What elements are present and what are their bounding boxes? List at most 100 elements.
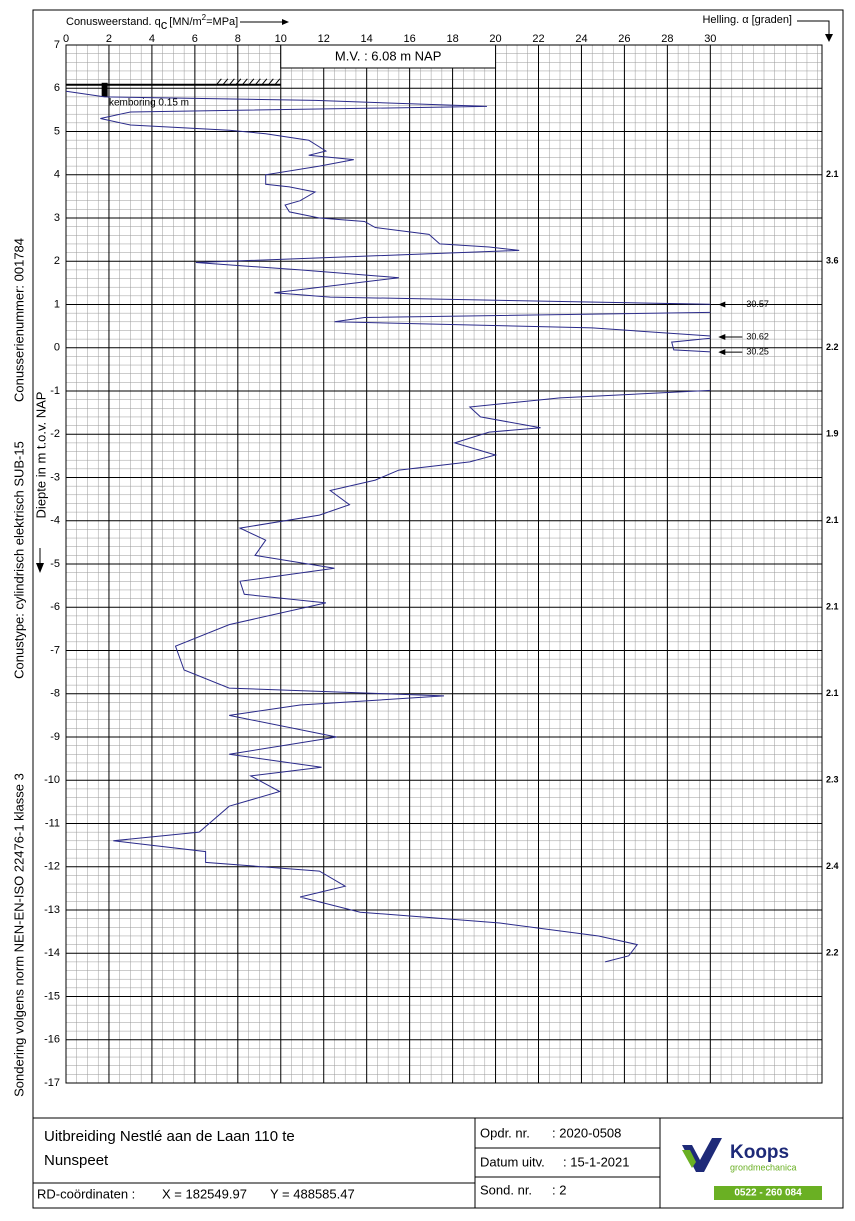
inclination-label: 1.9 [826,429,839,439]
hatch [235,78,242,86]
inclination-label: 3.6 [826,256,839,266]
hatch [267,78,274,86]
logo-mark [682,1150,696,1168]
field-value: : 2 [552,1182,566,1197]
x-tick-label: 16 [404,33,416,45]
logo-bar [714,1186,822,1200]
y-tick-label: -12 [44,861,60,873]
y-tick-label: 0 [54,342,60,354]
arrow-head [825,34,833,42]
y-tick-label: -14 [44,947,60,959]
inclination-label: 2.1 [826,602,839,612]
logo-sub: grondmechanica [730,1162,797,1172]
ground-level-note: M.V. : 6.08 m NAP [335,48,441,63]
field-value: : 15-1-2021 [563,1154,630,1169]
y-tick-label: -9 [50,731,60,743]
y-tick-label: -1 [50,385,60,397]
x-tick-label: 10 [275,33,287,45]
x-tick-label: 14 [361,33,373,45]
x-tick-label: 28 [661,33,673,45]
field-label: Sond. nr. [480,1182,532,1197]
x-tick-label: 18 [446,33,458,45]
predrill-marker [101,82,108,97]
y2-axis-label: Helling. α [graden] [702,14,792,26]
offscale-label: 30.25 [746,346,769,356]
y-tick-label: -6 [50,601,60,613]
x-tick-label: 4 [149,33,155,45]
hatch [254,78,261,86]
field-label: Datum uitv. [480,1154,545,1169]
hatch [241,78,248,86]
y-axis-label: Diepte in m t.o.v. NAP [33,392,48,519]
y-tick-label: -15 [44,990,60,1002]
y-tick-label: 2 [54,255,60,267]
inclination-label: 2.2 [826,948,839,958]
x-tick-label: 8 [235,33,241,45]
y-tick-label: 4 [54,169,60,181]
project-title: Uitbreiding Nestlé aan de Laan 110 te [44,1128,295,1145]
y-tick-label: -16 [44,1034,60,1046]
inclination-label: 2.4 [826,861,839,871]
ground-level-box [280,44,497,69]
side-note: Conusserienummer: 001784 [11,238,26,402]
y-tick-label: 7 [54,39,60,51]
x-tick-label: 0 [63,33,69,45]
offscale-label: 30.57 [746,299,769,309]
x-tick-label: 2 [106,33,112,45]
project-place: Nunspeet [44,1152,109,1169]
side-note: Conustype: cylindrisch elektrisch SUB-15 [11,441,26,679]
arrow-head [36,563,44,573]
y-tick-label: -17 [44,1077,60,1089]
field-value: : 2020-0508 [552,1125,621,1140]
field-label: Opdr. nr. [480,1125,530,1140]
hatch [248,78,255,86]
y-tick-label: -13 [44,904,60,916]
hatch [222,78,229,86]
inclination-label: 2.2 [826,342,839,352]
side-note: Sondering volgens norm NEN-EN-ISO 22476-… [11,773,26,1097]
offscale-label: 30.62 [746,331,769,341]
grid [65,44,822,1084]
arrow-head [282,19,289,25]
inclination-label: 2.1 [826,169,839,179]
hatch [228,78,235,86]
hatch [274,78,281,86]
offscale-arrow-head [718,301,726,308]
y-tick-label: -8 [50,688,60,700]
y-tick-label: -7 [50,644,60,656]
x-axis-label: Conusweerstand. qc [MN/m2=MPa] [66,13,238,32]
hatch [215,78,222,86]
x-tick-label: 26 [618,33,630,45]
cone-resistance-line [66,90,711,963]
predrill-note: kemboring 0.15 m [109,97,189,108]
page-border [32,9,844,1209]
y-tick-label: 3 [54,212,60,224]
inclination-label: 2.3 [826,775,839,785]
offscale-arrow-head [718,349,726,356]
x-tick-label: 6 [192,33,198,45]
y-tick-label: 6 [54,82,60,94]
axes: 0 2 4 6 8 10 12 14 16 18 20 22 24 26 28 3076543210-1-2-… [44,33,823,1089]
logo-name: Koops [730,1142,789,1163]
x-tick-label: 20 [489,33,501,45]
inclination-label: 2.1 [826,688,839,698]
y-coord: Y = 488585.47 [270,1186,355,1201]
x-tick-label: 24 [575,33,587,45]
y-tick-label: -2 [50,428,60,440]
offscale-arrow-head [718,333,726,340]
arrow [797,20,830,36]
y-tick-label: -10 [44,774,60,786]
x-tick-label: 12 [318,33,330,45]
coords-label: RD-coördinaten : [37,1186,135,1201]
y-tick-label: 1 [54,298,60,310]
y-tick-label: -5 [50,558,60,570]
x-tick-label: 22 [532,33,544,45]
x-tick-label: 30 [704,33,716,45]
y-tick-label: 5 [54,125,60,137]
y-tick-label: -11 [45,817,60,829]
footer: Uitbreiding Nestlé aan de Laan 110 te Nu… [33,1117,843,1208]
y-tick-label: -3 [50,471,60,483]
x-coord: X = 182549.97 [162,1186,247,1201]
inclination-label: 2.1 [826,515,839,525]
